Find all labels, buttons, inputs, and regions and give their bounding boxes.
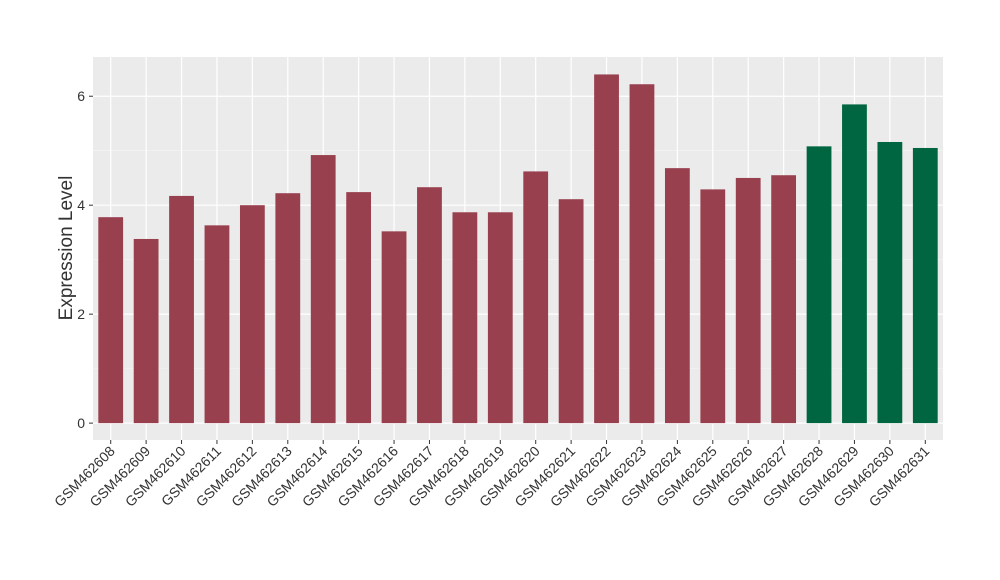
bar (558, 199, 584, 424)
bar (169, 195, 194, 424)
bar (629, 84, 655, 424)
y-tick-label: 0 (77, 415, 85, 431)
bar (239, 205, 265, 424)
bar (806, 146, 832, 424)
y-tick-label: 6 (77, 88, 85, 104)
bar (98, 217, 124, 424)
bar (594, 74, 619, 424)
bar (912, 147, 938, 424)
bar (204, 225, 230, 424)
bar (275, 193, 301, 424)
y-tick-label: 4 (77, 197, 85, 213)
bar (842, 104, 867, 424)
bar (133, 238, 159, 424)
bar (487, 212, 513, 424)
bar (346, 192, 372, 424)
bar (523, 171, 549, 424)
bar (417, 187, 442, 424)
bar (771, 175, 797, 424)
y-axis-label: Expression Level (56, 176, 77, 321)
bar (381, 231, 407, 424)
bar (452, 212, 478, 424)
plot-panel (93, 57, 943, 440)
bar (877, 141, 903, 424)
bar (735, 177, 761, 424)
bar (664, 168, 690, 424)
bar (700, 189, 726, 424)
bar (310, 155, 336, 424)
y-tick-label: 2 (77, 306, 85, 322)
